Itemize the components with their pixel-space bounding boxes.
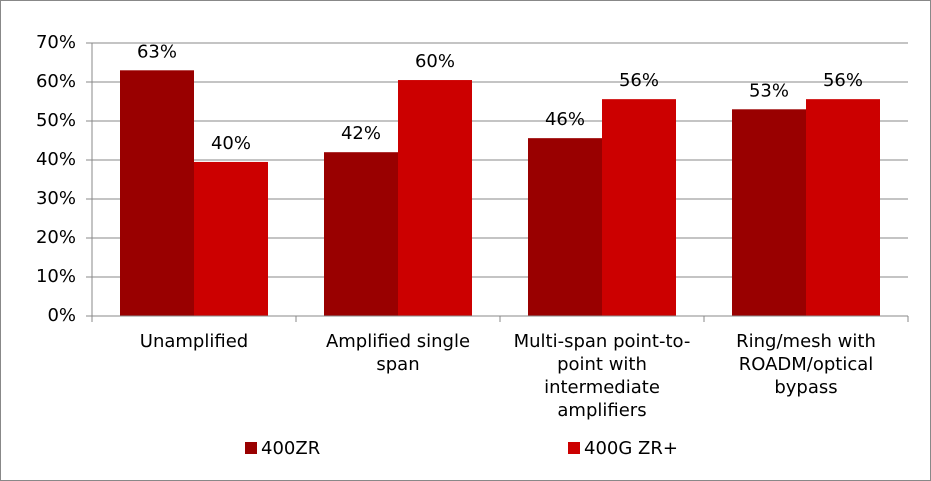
y-tick-label: 60%	[36, 71, 76, 92]
bar	[806, 99, 880, 316]
y-tick-label: 0%	[47, 305, 76, 326]
bar	[398, 80, 472, 316]
x-tick-label: Amplified single span	[325, 331, 471, 375]
y-tick-label: 20%	[36, 227, 76, 248]
y-tick-label: 70%	[36, 32, 76, 53]
bar	[194, 161, 268, 316]
value-label: 56%	[823, 70, 863, 91]
legend-label: 400ZR	[261, 438, 320, 459]
bar	[120, 70, 194, 316]
legend-label: 400G ZR+	[584, 438, 678, 459]
y-tick-label: 40%	[36, 149, 76, 170]
x-tick-label: Unamplified	[139, 331, 249, 352]
y-tick-label: 50%	[36, 110, 76, 131]
value-label: 42%	[341, 123, 381, 144]
bar	[528, 138, 602, 316]
legend-swatch	[245, 442, 257, 454]
y-tick-label: 10%	[36, 266, 76, 287]
y-tick-label: 30%	[36, 188, 76, 209]
bar	[732, 109, 806, 316]
value-label: 40%	[211, 133, 251, 154]
x-tick-label: Ring/mesh with ROADM/optical bypass	[736, 331, 876, 398]
bar	[324, 152, 398, 316]
x-tick-label: Multi-span point-to-point with intermedi…	[513, 331, 691, 421]
value-label: 60%	[415, 51, 455, 72]
value-label: 53%	[749, 80, 789, 101]
bar	[602, 99, 676, 316]
legend-swatch	[568, 442, 580, 454]
value-label: 56%	[619, 70, 659, 91]
value-label: 46%	[545, 109, 585, 130]
value-label: 63%	[137, 41, 177, 62]
